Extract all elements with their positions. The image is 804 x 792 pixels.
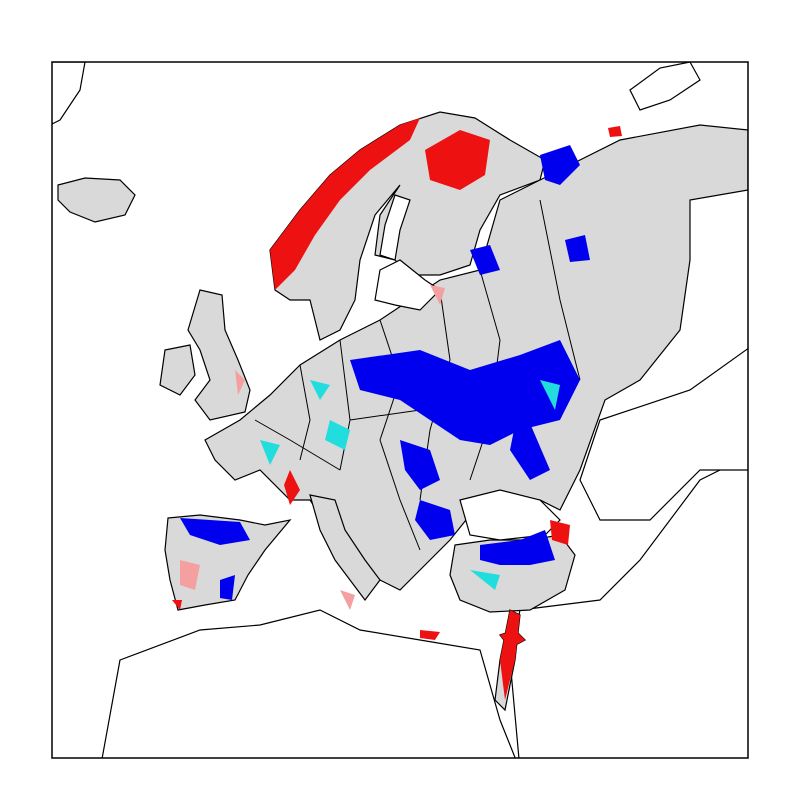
italy [309,494,381,601]
map-frame [51,61,749,759]
map-body [52,62,748,758]
blue-patches [180,145,590,600]
baltic-sea [374,259,441,311]
gulf-of-bothnia [379,194,411,261]
iberia [164,514,292,611]
iceland [57,177,136,223]
greenland [52,62,86,125]
ireland [159,344,196,396]
pink-patches [180,285,445,610]
middle-east [509,455,748,758]
red-patches [172,118,622,700]
britain [187,289,251,421]
novaya-zemlya [629,62,701,111]
north-africa [101,609,516,758]
caucasus-asia [579,347,748,521]
cyan-patches [260,380,560,590]
